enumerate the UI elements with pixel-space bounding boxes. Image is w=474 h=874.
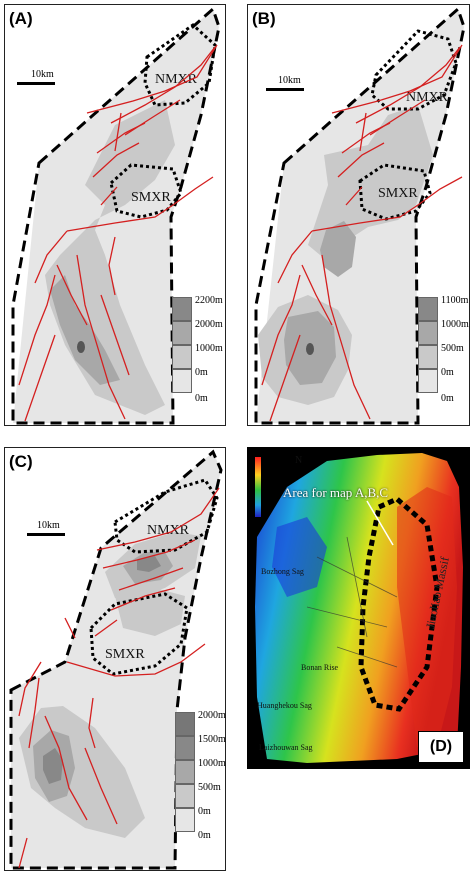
legend-label: 0m <box>198 806 211 817</box>
nmxr-outline <box>143 23 217 107</box>
contour-1000m <box>320 221 356 277</box>
legend-label: 1500m <box>198 734 226 745</box>
scale-label: 10km <box>278 75 301 86</box>
panel-label: (D) <box>418 731 464 763</box>
place-label: Bonan Rise <box>301 663 339 672</box>
legend-label: 0m <box>198 830 211 841</box>
faults <box>18 44 218 422</box>
legend-label: 1000m <box>198 758 226 769</box>
north-arrow: N <box>295 455 303 466</box>
scale-line <box>266 88 304 91</box>
legend-swatch <box>175 712 195 736</box>
legend-swatch <box>175 784 195 808</box>
scale-label: 10km <box>31 69 54 80</box>
legend-label: 0m <box>195 393 208 404</box>
legend-label: 2200m <box>195 295 223 306</box>
legend-swatch <box>418 369 438 393</box>
high-relief <box>397 487 457 747</box>
legend-label: 2000m <box>195 319 223 330</box>
legend-label: 500m <box>198 782 221 793</box>
legend-swatch <box>175 736 195 760</box>
area-label: Area for map A,B,C <box>283 485 389 500</box>
contour-2000m <box>50 275 120 385</box>
contour-1500m-south <box>43 748 63 784</box>
study-boundary <box>11 6 221 425</box>
legend-label: 0m <box>441 367 454 378</box>
faults <box>306 536 398 668</box>
legend-label: 1000m <box>441 319 469 330</box>
place-label: Laizhouwan Sag <box>259 743 313 752</box>
nmxr-label: NMXR <box>406 90 449 105</box>
legend-swatch <box>172 369 192 393</box>
legend-swatch <box>175 808 195 832</box>
scale-line <box>27 533 65 536</box>
legend-swatch <box>418 345 438 369</box>
legend-swatch <box>172 345 192 369</box>
contour-2200m <box>77 341 85 353</box>
contour-1100m <box>306 343 314 355</box>
study-boundary <box>9 449 223 870</box>
contour-1500m <box>137 556 161 572</box>
deep-sag <box>272 517 327 597</box>
smxr-outline <box>89 592 189 676</box>
legend-label: 2000m <box>198 710 226 721</box>
color-scale-bar <box>255 457 261 517</box>
smxr-label: SMXR <box>131 190 171 205</box>
nmxr-label: NMXR <box>155 72 198 87</box>
panel-a: NMXR SMXR (A) 10km 2200m <box>4 4 226 426</box>
contour-500m-mid <box>115 588 185 636</box>
study-boundary <box>254 6 466 425</box>
faults <box>261 44 463 422</box>
scale-line <box>17 82 55 85</box>
smxr-outline <box>109 163 183 219</box>
panel-label: (A) <box>9 9 33 28</box>
panel-label: (C) <box>9 452 33 471</box>
map-b: NMXR SMXR <box>254 6 466 425</box>
legend-label: 0m <box>441 393 454 404</box>
panel-label: (B) <box>252 9 276 28</box>
legend-label: 0m <box>195 367 208 378</box>
place-label: Huanghekou Sag <box>257 701 312 710</box>
faults <box>18 487 220 869</box>
legend-swatch <box>418 321 438 345</box>
legend-swatch <box>172 321 192 345</box>
callout-line <box>366 500 394 546</box>
smxr-label: SMXR <box>378 186 418 201</box>
scale-label: 10km <box>37 520 60 531</box>
legend-swatch <box>172 297 192 321</box>
panel-c: NMXR SMXR (C) 10km 2000m 1500m 1000 <box>4 447 226 871</box>
nmxr-outline <box>370 29 458 111</box>
legend-swatch <box>418 297 438 321</box>
legend-label: 1000m <box>195 343 223 354</box>
panel-b: NMXR SMXR (B) 10km 1100m 1000m 500m <box>247 4 470 426</box>
legend-label: 500m <box>441 343 464 354</box>
panel-d: N Area for map A,B,C Jiaoliao Massif Boz… <box>247 447 470 769</box>
legend-label: 1100m <box>441 295 469 306</box>
smxr-label: SMXR <box>105 647 145 662</box>
place-label: Bozhong Sag <box>261 567 304 576</box>
map-c: NMXR SMXR <box>9 449 223 870</box>
map-a: NMXR SMXR <box>11 6 221 425</box>
study-area-outline <box>358 496 440 712</box>
legend-swatch <box>175 760 195 784</box>
map-d <box>255 453 463 763</box>
